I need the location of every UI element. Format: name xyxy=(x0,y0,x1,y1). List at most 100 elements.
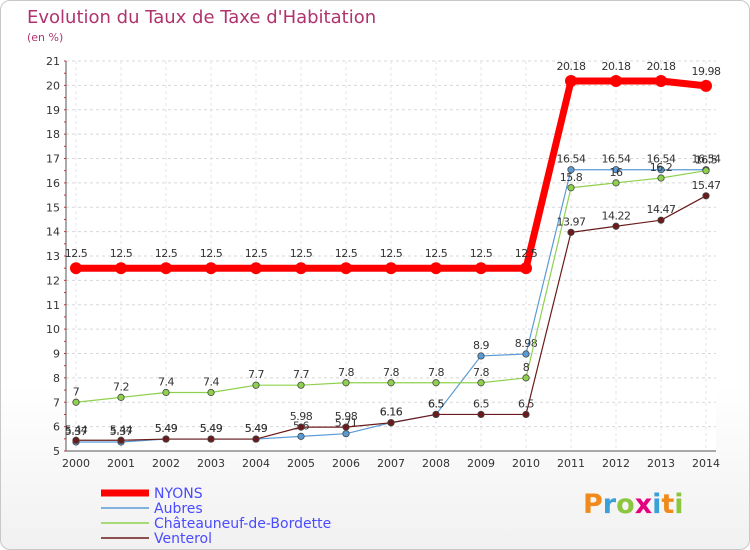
data-point xyxy=(297,432,305,440)
x-tick-label: 2006 xyxy=(332,457,360,470)
data-point xyxy=(477,352,485,360)
x-tick-label: 2000 xyxy=(62,457,90,470)
proxiti-logo: Proxiti xyxy=(583,489,684,520)
data-point xyxy=(297,381,305,389)
x-tick-label: 2008 xyxy=(422,457,450,470)
data-label: 20.18 xyxy=(602,60,631,73)
data-label: 6.5 xyxy=(473,397,489,410)
data-point xyxy=(702,192,710,200)
y-tick-label: 16 xyxy=(46,177,60,190)
data-point xyxy=(385,262,397,275)
data-point xyxy=(657,216,665,224)
data-point xyxy=(162,435,170,443)
data-label: 8.9 xyxy=(473,339,489,352)
x-tick-label: 2014 xyxy=(692,457,720,470)
data-point xyxy=(657,174,665,182)
logo-letter: i xyxy=(674,489,684,520)
data-point xyxy=(342,379,350,387)
data-label: 13.97 xyxy=(557,215,586,228)
data-label: 7.7 xyxy=(293,368,309,381)
data-point xyxy=(342,430,350,438)
y-tick-label: 21 xyxy=(46,55,60,68)
logo-letter: x xyxy=(634,489,653,520)
data-label: 12.5 xyxy=(470,247,493,260)
data-point xyxy=(567,184,575,192)
data-label: 8 xyxy=(523,361,530,374)
data-label: 12.5 xyxy=(335,247,358,260)
data-label: 5.49 xyxy=(200,422,223,435)
logo-letter: i xyxy=(652,489,662,520)
data-label: 16.54 xyxy=(647,153,676,166)
data-label: 5.44 xyxy=(65,423,88,436)
data-point xyxy=(160,262,172,275)
data-label: 7.8 xyxy=(473,366,489,379)
data-point xyxy=(70,262,82,275)
data-point xyxy=(475,262,487,275)
data-label: 6.16 xyxy=(380,406,403,419)
data-point xyxy=(72,436,80,444)
data-label: 16.54 xyxy=(602,153,631,166)
y-tick-label: 7 xyxy=(53,396,60,409)
data-point xyxy=(612,179,620,187)
y-tick-label: 9 xyxy=(53,348,60,361)
x-tick-label: 2011 xyxy=(557,457,585,470)
data-point xyxy=(477,379,485,387)
data-label: 12.5 xyxy=(380,247,403,260)
logo-letter: P xyxy=(583,489,603,520)
data-label: 14.47 xyxy=(647,203,676,216)
data-label: 5.98 xyxy=(335,410,358,423)
data-label: 15.8 xyxy=(560,171,583,184)
data-label: 7.8 xyxy=(338,366,354,379)
legend-label: Aubres xyxy=(154,501,203,517)
y-tick-label: 5 xyxy=(53,445,60,458)
y-tick-label: 15 xyxy=(46,201,60,214)
y-tick-label: 11 xyxy=(46,299,60,312)
x-tick-label: 2004 xyxy=(242,457,270,470)
data-label: 12.5 xyxy=(245,247,268,260)
y-tick-label: 17 xyxy=(46,153,60,166)
data-label: 12.5 xyxy=(200,247,223,260)
data-point xyxy=(522,410,530,419)
y-tick-label: 13 xyxy=(46,250,60,263)
data-point xyxy=(430,262,442,275)
data-point xyxy=(432,379,440,387)
data-point xyxy=(387,419,395,427)
y-tick-label: 8 xyxy=(53,372,60,385)
data-label: 5.49 xyxy=(155,422,178,435)
x-tick-label: 2013 xyxy=(647,457,675,470)
data-label: 5.98 xyxy=(290,410,313,423)
data-point xyxy=(565,74,577,87)
data-point xyxy=(205,262,217,275)
data-label: 12.5 xyxy=(515,247,538,260)
data-label: 16.5 xyxy=(695,154,718,167)
data-label: 7.8 xyxy=(383,366,399,379)
data-point xyxy=(387,379,395,387)
y-tick-label: 18 xyxy=(46,128,60,141)
x-tick-label: 2002 xyxy=(152,457,180,470)
data-label: 6.16 xyxy=(380,406,403,419)
data-label: 8.98 xyxy=(515,337,538,350)
data-point xyxy=(207,388,215,397)
data-label: 12.5 xyxy=(65,247,88,260)
data-label: 16.54 xyxy=(692,153,721,166)
data-label: 12.5 xyxy=(290,247,313,260)
chart-title: Evolution du Taux de Taxe d'Habitation xyxy=(27,7,377,28)
legend-label: Châteauneuf-de-Bordette xyxy=(154,516,331,532)
x-tick-label: 2009 xyxy=(467,457,495,470)
data-label: 5.49 xyxy=(155,422,178,435)
data-label: 19.98 xyxy=(692,65,721,78)
logo-letter: o xyxy=(616,489,635,520)
data-label: 6.5 xyxy=(518,397,534,410)
data-point xyxy=(252,435,260,443)
logo-letter: t xyxy=(661,489,675,520)
x-tick-label: 2005 xyxy=(287,457,315,470)
data-label: 5.49 xyxy=(245,422,268,435)
data-point xyxy=(657,166,665,174)
y-tick-label: 12 xyxy=(46,274,60,287)
y-tick-label: 14 xyxy=(46,226,60,239)
data-point xyxy=(117,436,125,444)
legend-label: NYONS xyxy=(154,486,203,502)
data-label: 6.5 xyxy=(428,397,444,410)
y-tick-label: 6 xyxy=(53,421,60,434)
